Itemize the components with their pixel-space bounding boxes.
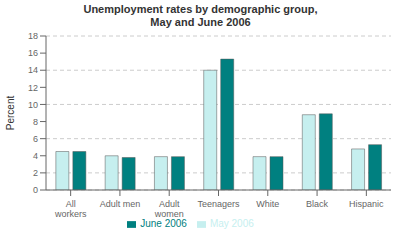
svg-text:Black: Black — [306, 199, 329, 209]
svg-text:6: 6 — [33, 134, 38, 144]
svg-text:4: 4 — [33, 151, 38, 161]
svg-text:10: 10 — [28, 100, 38, 110]
html-text:May 2006: May 2006 — [209, 218, 254, 229]
svg-text:0: 0 — [33, 185, 38, 195]
svg-text:Percent: Percent — [8, 96, 16, 131]
html-text:June 2006: June 2006 — [140, 218, 187, 229]
svg-text:18: 18 — [28, 31, 38, 41]
html-text:Unemployment rates by demograp: Unemployment rates by demographic group,… — [83, 3, 318, 28]
svg-text:Adult men: Adult men — [100, 199, 141, 209]
svg-text:2: 2 — [33, 168, 38, 178]
svg-text:Hispanic: Hispanic — [349, 199, 384, 209]
svg-text:White: White — [256, 199, 279, 209]
svg-text:Adultwomen: Adultwomen — [154, 199, 184, 219]
svg-text:16: 16 — [28, 48, 38, 58]
svg-text:8: 8 — [33, 117, 38, 127]
svg-text:Teenagers: Teenagers — [197, 199, 240, 209]
svg-text:Allworkers: Allworkers — [54, 199, 87, 219]
svg-text:12: 12 — [28, 83, 38, 93]
svg-text:14: 14 — [28, 65, 38, 75]
